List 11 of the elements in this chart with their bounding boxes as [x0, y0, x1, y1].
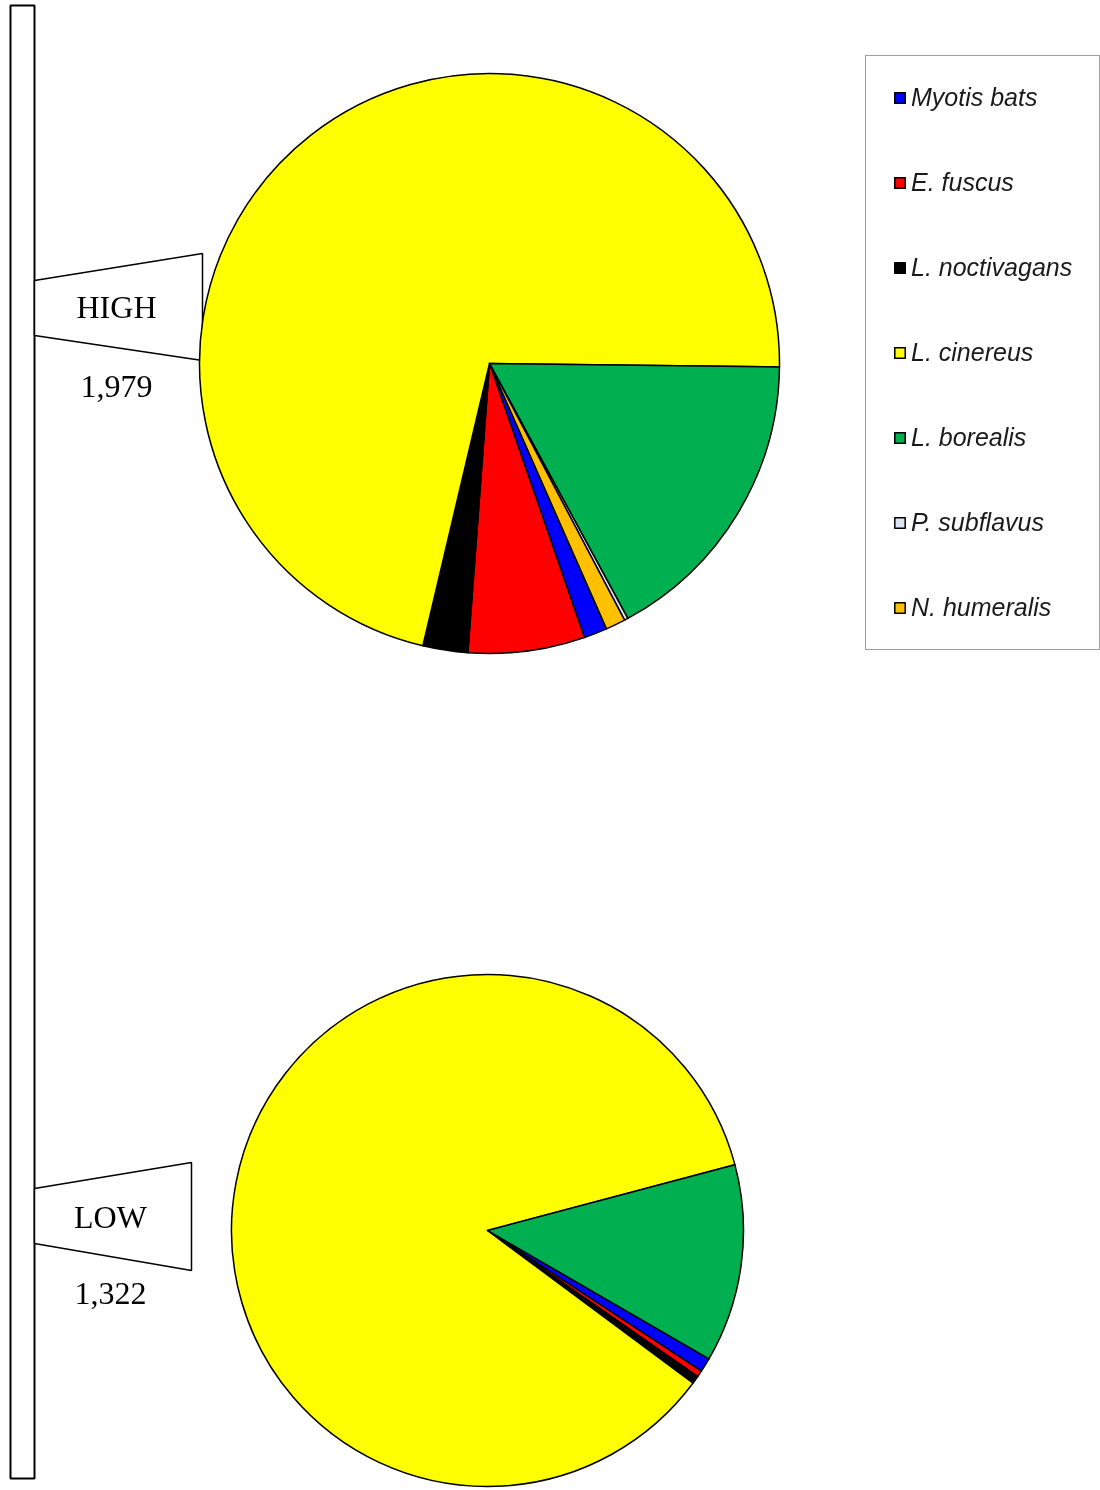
legend-label: L. borealis — [911, 423, 1027, 452]
legend-label: L. cinereus — [911, 338, 1034, 367]
slice-label: HIGH — [76, 288, 157, 325]
text: 1,979 — [80, 368, 153, 404]
legend-label: Myotis bats — [911, 83, 1038, 112]
legend-label: L. noctivagans — [911, 253, 1073, 282]
legend-label: N. humeralis — [911, 593, 1052, 622]
slice-label: LOW — [74, 1198, 148, 1235]
legend-label: E. fuscus — [911, 168, 1014, 197]
text: 1,322 — [74, 1275, 147, 1311]
legend-label: P. subflavus — [911, 508, 1044, 537]
